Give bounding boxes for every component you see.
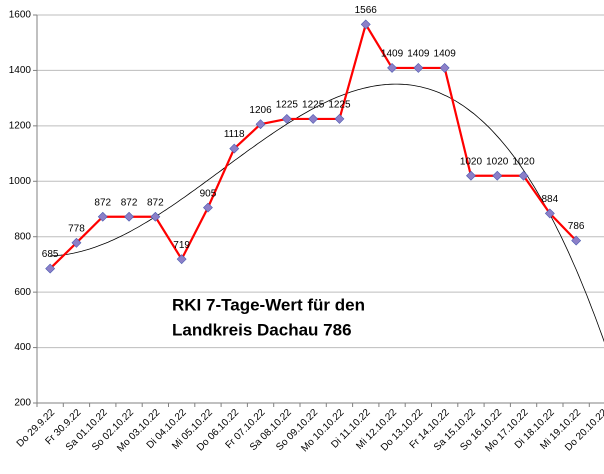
marker	[387, 63, 397, 73]
marker	[439, 63, 450, 73]
data-label: 719	[173, 240, 190, 251]
marker	[360, 19, 371, 30]
data-label: 778	[68, 223, 85, 234]
marker	[334, 114, 345, 124]
marker	[413, 63, 424, 73]
marker	[492, 170, 503, 181]
data-label: 884	[542, 194, 559, 205]
marker	[150, 211, 161, 222]
data-label: 1118	[224, 129, 245, 140]
y-tick-label: 1200	[9, 120, 32, 131]
y-tick-label: 600	[14, 287, 31, 298]
marker	[544, 208, 555, 219]
data-label: 1225	[302, 100, 325, 111]
y-tick-label: 200	[14, 398, 31, 409]
y-tick-label: 1600	[9, 10, 32, 21]
y-tick-label: 400	[14, 342, 31, 353]
marker	[281, 114, 292, 124]
marker	[466, 170, 476, 181]
marker	[97, 211, 108, 222]
data-label: 905	[200, 188, 217, 199]
data-label: 1225	[276, 100, 299, 111]
annotation: RKI 7-Tage-Wert für den	[172, 295, 365, 314]
marker	[124, 211, 134, 222]
marker	[45, 263, 56, 274]
marker	[308, 114, 319, 124]
marker	[176, 254, 187, 265]
marker	[255, 119, 266, 130]
data-label: 1566	[355, 5, 378, 16]
data-label: 1206	[249, 105, 272, 116]
y-tick-label: 1400	[9, 65, 32, 76]
data-label: 1020	[460, 156, 483, 167]
y-tick-label: 1000	[9, 176, 32, 187]
data-label: 1020	[512, 156, 535, 167]
data-label: 786	[568, 221, 585, 232]
marker	[71, 237, 82, 248]
data-label: 872	[94, 197, 111, 208]
y-tick-label: 800	[14, 231, 31, 242]
data-label: 1409	[434, 49, 457, 60]
data-label: 872	[121, 197, 138, 208]
marker	[229, 143, 240, 154]
annotation: Landkreis Dachau 786	[172, 320, 352, 339]
trendline	[50, 83, 604, 343]
data-label: 872	[147, 197, 164, 208]
data-label: 1225	[328, 100, 351, 111]
data-label: 1020	[486, 156, 509, 167]
data-label: 1409	[381, 49, 404, 60]
data-label: 685	[42, 249, 59, 260]
marker	[518, 170, 529, 181]
marker	[203, 202, 213, 213]
marker	[571, 235, 582, 246]
data-label: 1409	[407, 49, 430, 60]
